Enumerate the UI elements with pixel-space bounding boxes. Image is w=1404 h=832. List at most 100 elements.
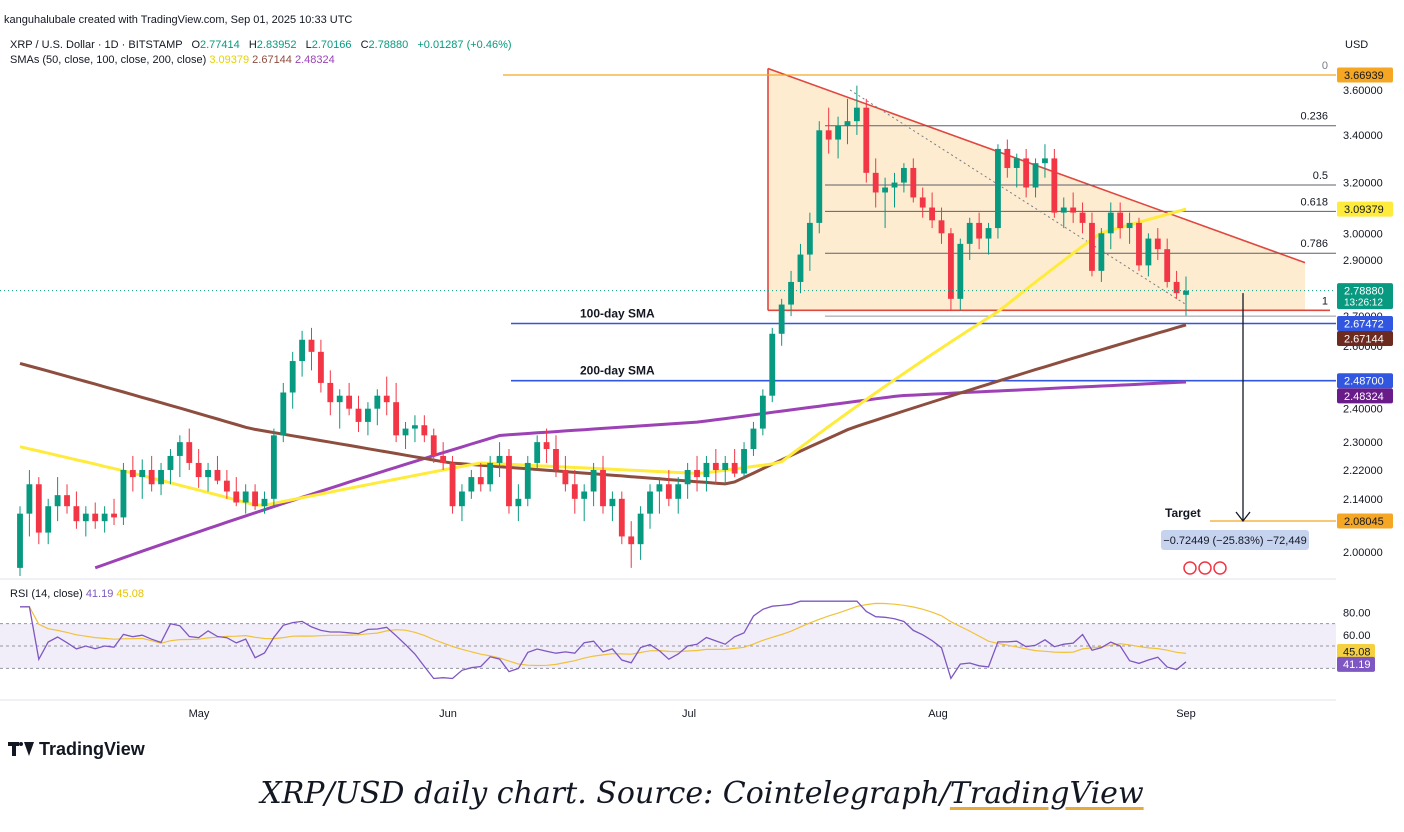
- candle-body: [223, 480, 230, 492]
- price-chart[interactable]: 0 0.236 0.5 0.618 0.786 1 100-day SMA 200-day S…: [0, 0, 1404, 730]
- candle-body: [205, 469, 211, 478]
- candle-body: [280, 392, 287, 436]
- candle-body: [317, 351, 324, 383]
- rsi-ma-value: 45.08: [116, 588, 144, 600]
- candle-body: [891, 182, 898, 188]
- measure-box: [1161, 530, 1309, 550]
- candle-body: [835, 125, 841, 140]
- candle-body: [1173, 281, 1180, 294]
- candle-body: [900, 167, 907, 183]
- candle-body: [731, 462, 738, 474]
- candle-body: [1023, 158, 1030, 188]
- candle-body: [1070, 207, 1077, 213]
- x-tick-label: Sep: [1176, 708, 1196, 720]
- x-tick-label: May: [189, 708, 210, 720]
- candle-body: [1051, 158, 1058, 213]
- candle-body: [543, 442, 550, 450]
- candle-body: [1154, 238, 1161, 250]
- candle-body: [346, 395, 353, 409]
- fib-label: 0: [1322, 60, 1328, 72]
- sma50-value: 3.09379: [209, 54, 250, 66]
- candle-body: [534, 442, 541, 463]
- price-tag: [1337, 67, 1393, 83]
- candle-body: [101, 513, 108, 522]
- rsi-legend[interactable]: RSI (14, close) 41.19 45.08: [10, 588, 144, 600]
- candle-body: [628, 536, 635, 545]
- candle-body: [111, 513, 117, 518]
- change-value: +0.01287 (+0.46%): [417, 39, 512, 51]
- candle-body: [299, 339, 306, 362]
- level-annotation: 200-day SMA: [580, 364, 655, 378]
- candle-body: [778, 304, 785, 334]
- low-label: L: [305, 39, 312, 51]
- symbol-legend[interactable]: XRP / U.S. Dollar · 1D · BITSTAMP O2.774…: [10, 39, 512, 51]
- price-tag: [1337, 316, 1393, 332]
- candle-body: [167, 455, 174, 470]
- candle-body: [806, 222, 813, 255]
- y-tick-label: 3.00000: [1343, 228, 1383, 240]
- candle-body: [797, 254, 804, 282]
- candle-body: [214, 469, 221, 481]
- candle-body: [571, 484, 578, 499]
- candle-body: [919, 197, 926, 208]
- candle-body: [327, 382, 334, 403]
- price-tag-label: 2.48324: [1344, 391, 1384, 403]
- candle-body: [609, 498, 616, 507]
- y-tick-label: 2.30000: [1343, 437, 1383, 449]
- candle-body: [383, 395, 390, 403]
- candle-body: [985, 228, 992, 239]
- high-value: 2.83952: [256, 39, 297, 51]
- brand-name: TradingView: [39, 739, 145, 759]
- rsi-tag: [1337, 656, 1375, 672]
- caption-link[interactable]: TradingView: [949, 776, 1144, 811]
- candle-body: [336, 395, 343, 403]
- y-tick-label: 3.20000: [1343, 178, 1383, 190]
- y-tick-label: 2.22000: [1343, 465, 1383, 477]
- candle-body: [769, 333, 776, 396]
- currency-label[interactable]: USD: [1345, 39, 1369, 51]
- flag-icon: [1198, 561, 1212, 575]
- candle-body: [35, 484, 42, 533]
- candle-body: [1079, 212, 1086, 223]
- rsi-ma-tag-label: 45.08: [1343, 647, 1371, 659]
- price-tag-label: 2.08045: [1344, 516, 1384, 528]
- y-tick-label: 3.60000: [1343, 85, 1383, 97]
- price-tag-countdown: 13:26:12: [1344, 298, 1383, 309]
- sma200-value: 2.48324: [294, 54, 335, 66]
- candle-body: [1060, 207, 1067, 213]
- candle-body: [120, 469, 127, 518]
- candle-body: [374, 395, 381, 409]
- candle-body: [186, 442, 193, 463]
- close-label: C: [360, 39, 369, 51]
- sma-label: SMAs (50, close, 100, close, 200, close): [10, 54, 207, 66]
- flag-icon: [1213, 561, 1227, 575]
- candle-body: [759, 395, 766, 429]
- candle-body: [393, 402, 400, 436]
- open-value: 2.77414: [200, 39, 240, 51]
- rsi-tick-label: 80.00: [1343, 607, 1371, 619]
- fib-label: 1: [1322, 295, 1328, 307]
- price-tag-label: 3.66939: [1344, 70, 1384, 82]
- candle-body: [524, 462, 531, 499]
- candle-body: [872, 172, 879, 193]
- candle-body: [948, 233, 954, 299]
- candle-body: [966, 222, 973, 244]
- candle-body: [741, 449, 747, 474]
- candle-body: [82, 513, 89, 522]
- price-tag: [1337, 513, 1393, 529]
- y-tick-label: 2.90000: [1343, 255, 1383, 267]
- candle-body: [1032, 163, 1039, 188]
- candle-body: [468, 477, 475, 492]
- candle-body: [515, 498, 522, 507]
- candle-body: [957, 243, 964, 299]
- flag-icon: [1183, 561, 1197, 575]
- measure-arrowhead: [1235, 511, 1251, 523]
- candle-body: [562, 469, 569, 485]
- candle-body: [1089, 222, 1095, 271]
- candle-body: [477, 477, 484, 485]
- sma-legend[interactable]: SMAs (50, close, 100, close, 200, close)…: [10, 54, 335, 66]
- candle-body: [421, 425, 428, 436]
- tv-logo-icon: [8, 742, 34, 756]
- rsi-tick-label: 60.00: [1343, 630, 1371, 642]
- rsi-ma-tag: [1337, 644, 1375, 660]
